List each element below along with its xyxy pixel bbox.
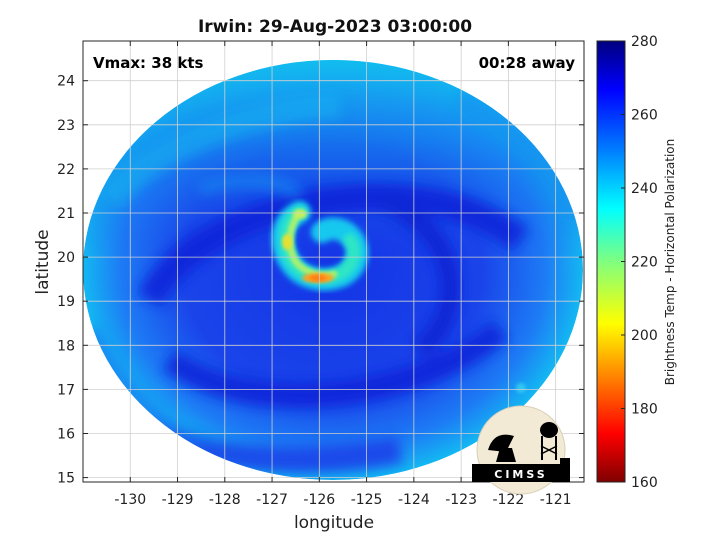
axes-frame	[82, 40, 585, 483]
colorbar-tick-label: 280	[631, 34, 658, 50]
x-tick-label: -122	[492, 492, 524, 508]
x-tick-label: -127	[256, 492, 288, 508]
y-axis-label: latitude	[33, 229, 53, 294]
x-tick-label: -129	[162, 492, 194, 508]
cimss-logo: CIMSS	[472, 405, 570, 495]
colorbar-label: Brightness Temp - Horizontal Polarizatio…	[663, 139, 677, 386]
x-tick-label: -128	[209, 492, 241, 508]
logo-text: CIMSS	[494, 468, 547, 481]
y-tick-label: 19	[57, 294, 75, 310]
colorbar-tick-label: 180	[631, 402, 658, 418]
warm-spot	[516, 383, 526, 393]
y-tick-label: 22	[57, 162, 75, 178]
vmax-annotation: Vmax: 38 kts	[93, 54, 203, 72]
colorbar-tick-label: 160	[631, 475, 658, 491]
chart-title: Irwin: 29-Aug-2023 03:00:00	[198, 17, 472, 37]
colorbar-ticks: 160 180 200 220 240 260 280	[621, 34, 658, 491]
y-axis-ticks: 15 16 17 18 19 20 21 22 23 24	[57, 74, 584, 487]
y-tick-label: 20	[57, 250, 75, 266]
x-tick-label: -126	[303, 492, 335, 508]
y-tick-label: 15	[57, 471, 75, 487]
x-axis-ticks: -130 -129 -128 -127 -126 -125 -124 -123 -122 -121	[114, 41, 572, 508]
x-axis-label: longitude	[294, 513, 374, 533]
x-tick-label: -130	[114, 492, 146, 508]
x-tick-label: -124	[398, 492, 430, 508]
colorbar-tick-label: 220	[631, 255, 658, 271]
y-tick-label: 17	[57, 382, 75, 398]
time-away-annotation: 00:28 away	[479, 54, 576, 72]
colorbar: 160 180 200 220 240 260 280 Brightness Temp - …	[596, 34, 677, 491]
colorbar-tick-label: 240	[631, 181, 658, 197]
y-tick-label: 23	[57, 118, 75, 134]
x-tick-label: -123	[445, 492, 477, 508]
colorbar-tick-label: 200	[631, 328, 658, 344]
colorbar-tick-label: 260	[631, 108, 658, 124]
y-tick-label: 16	[57, 426, 75, 442]
y-tick-label: 21	[57, 206, 75, 222]
storm-core	[271, 201, 369, 291]
y-tick-label: 24	[57, 74, 75, 90]
x-tick-label: -121	[540, 492, 572, 508]
y-tick-label: 18	[57, 338, 75, 354]
x-tick-label: -125	[351, 492, 383, 508]
